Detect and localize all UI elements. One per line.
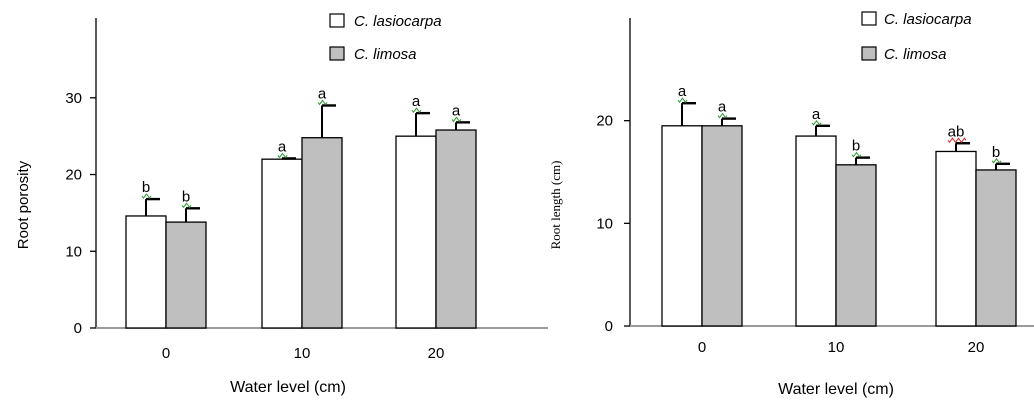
significance-letter: b: [182, 188, 190, 205]
significance-letter: b: [992, 144, 1000, 161]
significance-letter: a: [318, 85, 327, 102]
spellcheck-underline: [947, 137, 967, 144]
significance-letter: a: [718, 99, 727, 116]
spellcheck-underline: [141, 193, 152, 199]
y-tick-label: 10: [65, 243, 82, 260]
legend-label: C. limosa: [354, 46, 417, 63]
bar: [795, 135, 837, 327]
bar: [165, 221, 207, 329]
y-tick-label: 0: [605, 318, 613, 335]
bar: [301, 137, 343, 329]
significance-letter: a: [412, 93, 421, 110]
x-tick-label: 20: [968, 339, 985, 356]
y-axis-label: Root porosity: [15, 160, 32, 249]
x-tick-label: 20: [428, 345, 445, 362]
legend-label: C. lasiocarpa: [884, 11, 972, 28]
significance-letter: b: [852, 138, 860, 155]
legend-swatch: [329, 46, 345, 61]
y-tick-label: 10: [596, 215, 613, 232]
bar: [975, 169, 1017, 327]
x-axis-label: Water level (cm): [778, 381, 894, 398]
significance-letter: a: [278, 138, 287, 155]
spellcheck-underline: [717, 112, 728, 119]
spellcheck-underline: [677, 97, 688, 104]
significance-letter: a: [678, 83, 687, 100]
bar: [125, 215, 167, 329]
bar: [395, 135, 437, 329]
y-axis-label: Root length (cm): [548, 161, 563, 250]
bar: [701, 125, 743, 327]
spellcheck-underline: [851, 151, 862, 158]
significance-letter: a: [452, 102, 461, 119]
y-axis-title: Root porosity: [15, 160, 32, 249]
legend-swatch: [329, 13, 345, 28]
significance-letter: ab: [948, 123, 965, 140]
spellcheck-underline: [451, 116, 462, 123]
spellcheck-underline: [277, 152, 288, 159]
spellcheck-underline: [411, 107, 422, 113]
root-length-chart: Root length (cm) Water level (cm) 0 10 20 0…: [548, 11, 1034, 398]
legend-swatch: [861, 11, 877, 26]
y-tick-label: 0: [74, 320, 82, 337]
spellcheck-underline: [991, 157, 1002, 164]
bar: [661, 125, 703, 327]
x-tick-label: 0: [698, 339, 706, 356]
x-tick-label: 10: [828, 339, 845, 356]
x-axis-label: Water level (cm): [230, 379, 346, 396]
significance-letter: a: [812, 106, 821, 123]
y-axis-title: Root length (cm): [548, 161, 563, 250]
x-tick-label: 10: [294, 345, 311, 362]
spellcheck-underline: [811, 119, 822, 126]
spellcheck-underline: [181, 202, 192, 209]
significance-letter: b: [142, 179, 150, 196]
bar: [261, 158, 303, 329]
legend-swatch: [861, 46, 877, 61]
y-tick-label: 20: [596, 113, 613, 130]
legend-label: C. lasiocarpa: [354, 13, 442, 30]
y-tick-label: 30: [65, 90, 82, 107]
legend-label: C. limosa: [884, 46, 947, 63]
y-tick-label: 20: [65, 167, 82, 184]
bar: [835, 164, 877, 327]
bar: [435, 129, 477, 329]
x-tick-label: 0: [162, 345, 170, 362]
bar: [935, 150, 977, 327]
root-porosity-chart: Root porosity Water level (cm) 0 10 20 30 0 b…: [15, 13, 548, 396]
spellcheck-underline: [317, 99, 328, 106]
